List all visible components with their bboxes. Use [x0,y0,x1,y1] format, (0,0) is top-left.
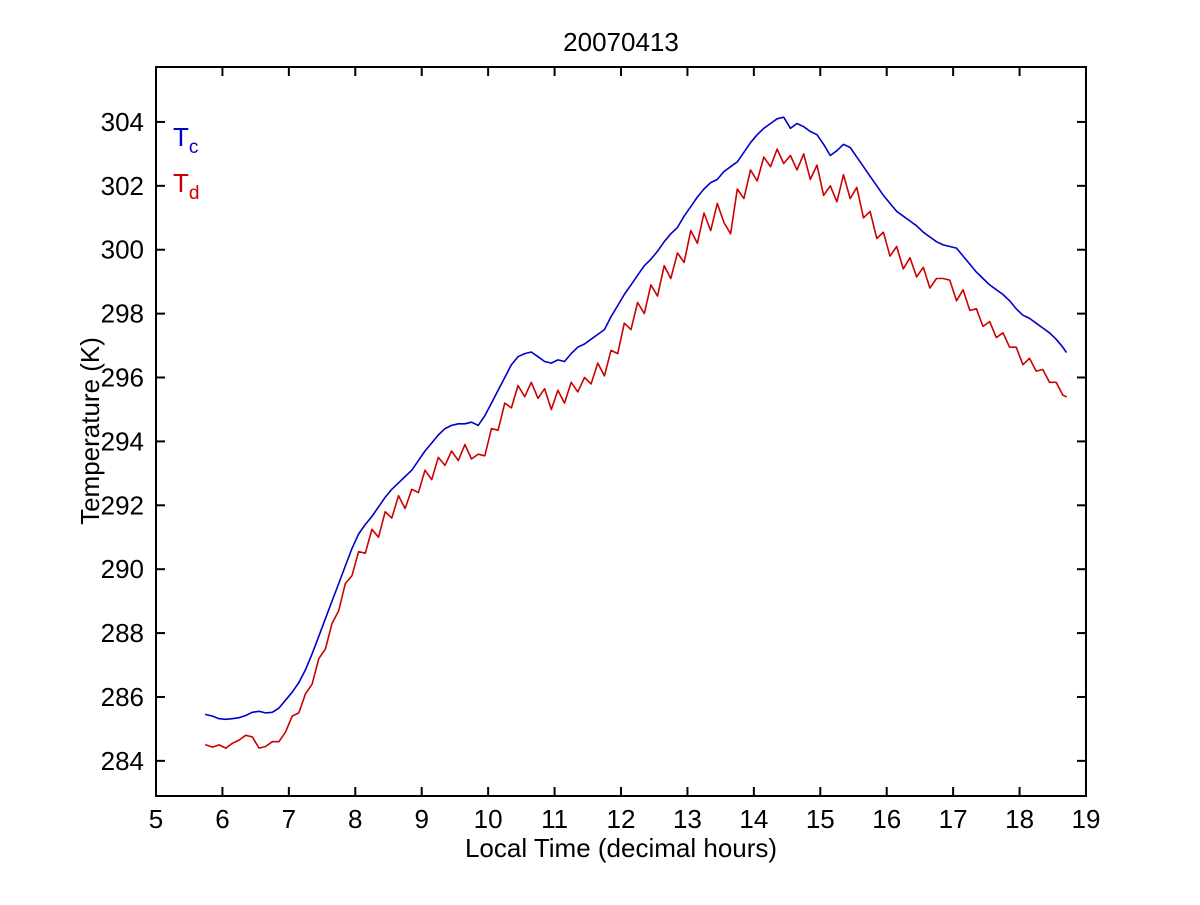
y-tick-label: 304 [101,107,144,137]
legend-entry-td: Td [173,168,199,204]
x-tick-label: 19 [1072,804,1101,834]
x-tick-label: 12 [607,804,636,834]
y-tick-label: 290 [101,554,144,584]
x-tick-label: 17 [939,804,968,834]
y-tick-label: 300 [101,235,144,265]
legend-entry-tc: Tc [173,122,198,158]
x-axis-label: Local Time (decimal hours) [465,833,777,863]
y-tick-label: 286 [101,682,144,712]
x-tick-label: 13 [673,804,702,834]
y-tick-label: 292 [101,490,144,520]
x-tick-label: 14 [739,804,768,834]
x-tick-label: 6 [215,804,229,834]
chart-title: 20070413 [563,27,679,57]
legend-subscript-c: c [189,137,199,158]
tc-series-line [205,116,1067,721]
y-tick-label: 296 [101,363,144,393]
x-tick-label: 8 [348,804,362,834]
y-tick-label: 302 [101,171,144,201]
y-axis-label: Temperature (K) [75,337,105,525]
x-tick-label: 5 [149,804,163,834]
x-tick-label: 10 [474,804,503,834]
y-tick-label: 288 [101,618,144,648]
y-tick-label: 294 [101,426,144,456]
y-tick-label: 298 [101,299,144,329]
x-tick-label: 18 [1005,804,1034,834]
x-tick-label: 16 [872,804,901,834]
plot-area: 5 6 7 8 9 10 11 12 13 14 15 16 17 18 19 284 286 288 290 292… [101,66,1101,834]
y-tick-label: 284 [101,746,144,776]
x-tick-label: 7 [282,804,296,834]
x-tick-label: 9 [414,804,428,834]
legend-subscript-d: d [189,183,200,204]
x-tick-label: 11 [541,804,568,834]
x-tick-label: 15 [806,804,835,834]
td-series-line [205,148,1067,749]
